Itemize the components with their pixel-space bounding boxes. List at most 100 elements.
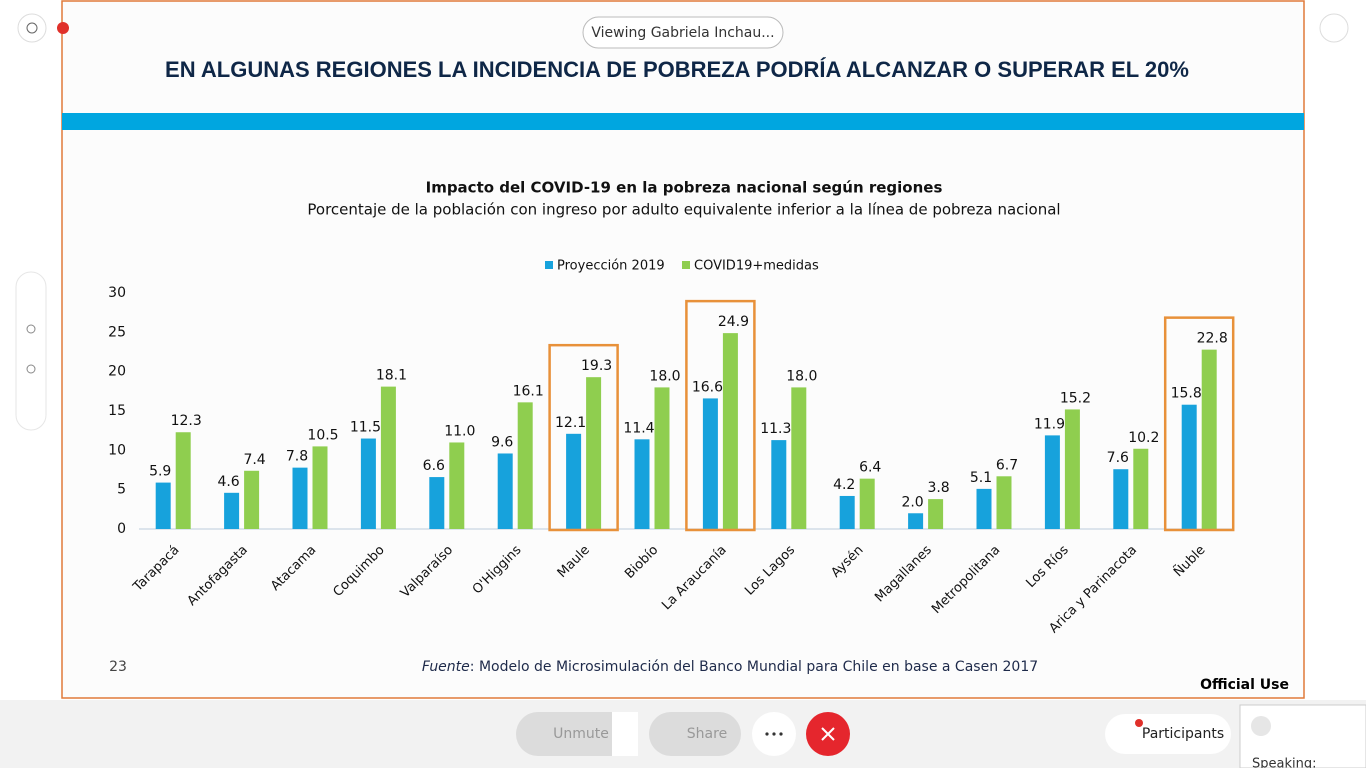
dot (772, 732, 776, 736)
value-label: 15.2 (1060, 390, 1091, 406)
chart-title: Impacto del COVID-19 en la pobreza nacio… (426, 179, 943, 197)
footer: Official Use (1200, 677, 1289, 693)
value-label: 6.6 (423, 458, 445, 474)
value-label: 5.9 (149, 464, 171, 480)
popout-button[interactable] (1319, 13, 1349, 43)
bar (155, 482, 171, 529)
value-label: 12.3 (171, 413, 202, 429)
highlight-frame (1163, 316, 1235, 532)
y-tick-label: 15 (108, 403, 126, 419)
speaking-panel (1239, 704, 1366, 769)
bar (312, 446, 328, 529)
value-label: 19.3 (581, 358, 612, 374)
participants-label: Participants (1142, 726, 1224, 742)
bar (791, 387, 807, 529)
bar (859, 478, 875, 529)
page-number: 23 (109, 659, 127, 675)
value-label: 7.8 (286, 449, 308, 465)
bar (380, 386, 396, 529)
value-label: 9.6 (491, 434, 513, 450)
bar (908, 513, 924, 529)
value-label: 6.4 (859, 460, 881, 476)
bar (292, 467, 308, 529)
viewing-banner (582, 16, 784, 49)
highlight-frame (548, 343, 619, 532)
value-label: 11.9 (1034, 416, 1065, 432)
y-tick-label: 30 (108, 285, 126, 301)
share-label: Share (687, 726, 727, 742)
bar (1201, 349, 1217, 529)
bar (449, 442, 465, 529)
legend-swatch (682, 261, 690, 269)
slide-title: EN ALGUNAS REGIONES LA INCIDENCIA DE POB… (165, 57, 1189, 82)
collapse-button[interactable] (1251, 716, 1271, 736)
legend-label: Proyección 2019 (557, 259, 665, 274)
unmute-menu[interactable] (612, 712, 638, 756)
y-tick-label: 5 (117, 482, 126, 498)
source-text: : Modelo de Microsimulación del Banco Mu… (470, 659, 1038, 675)
bar (244, 470, 260, 529)
value-label: 24.9 (718, 314, 749, 330)
value-label: 6.7 (996, 457, 1018, 473)
bar (497, 453, 513, 529)
share-button[interactable] (649, 712, 741, 756)
unmute-label: Unmute (553, 726, 609, 742)
bar (224, 492, 240, 529)
value-label: 12.1 (555, 415, 586, 431)
bar (839, 495, 855, 529)
value-label: 16.6 (692, 379, 723, 395)
zoom-tools (15, 271, 47, 431)
value-label: 7.6 (1107, 450, 1129, 466)
value-label: 11.0 (444, 423, 475, 439)
bar (976, 488, 992, 529)
value-label: 3.8 (927, 480, 949, 496)
bar (566, 433, 582, 529)
legend-swatch (545, 261, 553, 269)
info-icon (26, 22, 38, 34)
value-label: 5.1 (970, 470, 992, 486)
dot (779, 732, 783, 736)
value-label: 16.1 (513, 383, 544, 399)
bar (928, 499, 944, 529)
participants-badge (1135, 719, 1143, 727)
leave-icon (821, 727, 835, 741)
value-label: 11.3 (760, 421, 791, 437)
bar (360, 438, 376, 529)
value-label: 18.0 (786, 368, 817, 384)
value-label: 4.6 (217, 474, 239, 490)
legend-label: COVID19+medidas (694, 259, 819, 274)
info-button[interactable] (17, 13, 47, 43)
bar (634, 439, 650, 529)
value-label: 11.5 (350, 420, 381, 436)
dot (765, 732, 769, 736)
bar (1113, 469, 1129, 529)
y-tick-label: 10 (108, 442, 126, 458)
unmute-button[interactable] (516, 712, 638, 756)
source: Fuente: Modelo de Microsimulación del Ba… (422, 659, 1038, 675)
bar (722, 333, 738, 529)
value-label: 15.8 (1171, 386, 1202, 402)
bar (1133, 448, 1149, 529)
highlight-frame (685, 299, 756, 532)
zoom-out[interactable] (26, 364, 36, 374)
value-label: 7.4 (243, 452, 265, 468)
blue-band (62, 113, 1304, 130)
bar (702, 398, 718, 529)
bar (771, 440, 787, 529)
value-label: 22.8 (1197, 331, 1228, 347)
y-tick-label: 20 (108, 364, 126, 380)
chart-subtitle: Porcentaje de la población con ingreso p… (307, 201, 1060, 219)
record-indicator (57, 22, 69, 34)
zoom-in[interactable] (26, 324, 36, 334)
value-label: 2.0 (901, 494, 923, 510)
value-label: 4.2 (833, 477, 855, 493)
bar (654, 387, 670, 529)
source-label: Fuente (422, 659, 470, 675)
value-label: 18.1 (376, 368, 407, 384)
bar (586, 377, 602, 529)
viewing-text: Viewing Gabriela Inchau... (591, 25, 774, 41)
value-label: 10.2 (1128, 430, 1159, 446)
bar (996, 476, 1012, 529)
